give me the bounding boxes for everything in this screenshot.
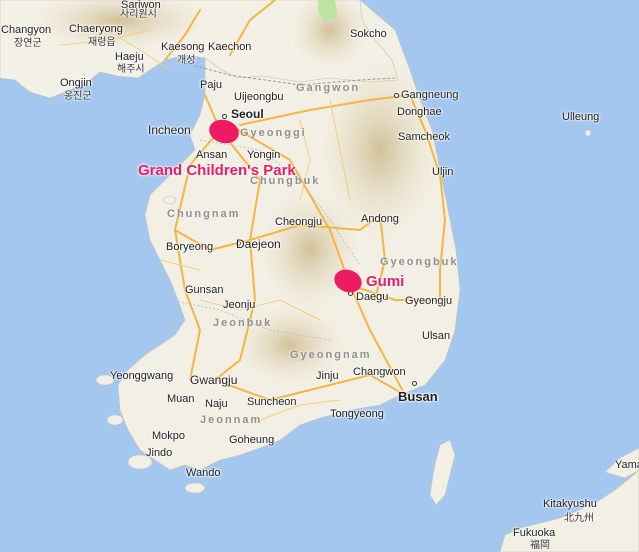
busan-dot: [412, 381, 417, 386]
city-daejeon: Daejeon: [236, 237, 281, 251]
region-chungbuk: Chungbuk: [250, 175, 321, 187]
road-network: [164, 0, 447, 402]
city-incheon: Incheon: [148, 123, 191, 137]
island: [106, 414, 124, 426]
daejeon-dot: [236, 241, 241, 246]
region-gyeongnam: Gyeongnam: [290, 349, 372, 361]
land-japan: [499, 469, 639, 552]
city-naju: Naju: [205, 398, 228, 410]
city-andong: Andong: [361, 213, 399, 225]
city-ansan: Ansan: [196, 149, 228, 161]
region-gangwon: Gangwon: [296, 82, 361, 94]
mountain-shade: [30, 0, 210, 50]
city-paju: Paju: [200, 79, 223, 91]
city-fukuoka-kor: 福岡: [530, 540, 550, 551]
province-border: [199, 139, 361, 266]
city-jeonju: Jeonju: [223, 299, 256, 311]
city-gyeongju: Gyeongju: [405, 295, 453, 307]
border-dmz: [179, 61, 396, 86]
city-gwangju: Gwangju: [190, 373, 238, 387]
label-grand-childrens-park: Grand Children's Park: [138, 162, 296, 179]
island: [184, 482, 206, 494]
city-kaesong-kor: 개성: [177, 55, 196, 66]
city-uljin: Uljin: [432, 166, 454, 178]
island-ulleung: [584, 129, 592, 137]
city-jinju: Jinju: [316, 370, 339, 382]
city-kitakyushu-kor: 北九州: [564, 513, 594, 524]
city-muan: Muan: [167, 393, 195, 405]
island-jindo: [127, 454, 153, 470]
city-sariwon: Sariwon: [121, 0, 161, 11]
city-fukuoka: Fukuoka: [513, 527, 556, 539]
city-uijeongbu: Uijeongbu: [234, 91, 284, 103]
city-ulsan: Ulsan: [422, 330, 451, 342]
city-changyon: Changyon: [1, 24, 52, 36]
city-goheung: Goheung: [229, 434, 275, 446]
city-yongin: Yongin: [247, 149, 281, 161]
city-ongjin: Ongjin: [60, 77, 92, 89]
city-mokpo: Mokpo: [152, 430, 186, 442]
city-changyon-kor: 장연군: [14, 38, 42, 49]
city-ulleung: Ulleung: [562, 111, 600, 123]
region-jeonbuk: Jeonbuk: [213, 317, 273, 329]
region-gyeonggi: Gyeonggi: [240, 127, 307, 139]
island: [163, 195, 177, 205]
city-yeonggwang: Yeonggwang: [110, 370, 174, 382]
city-tongyeong: Tongyeong: [330, 408, 384, 420]
province-border: [169, 299, 331, 341]
city-gangneung: Gangneung: [401, 89, 459, 101]
city-sokcho: Sokcho: [350, 28, 387, 40]
city-chaeryong-kor: 재령읍: [88, 37, 116, 48]
city-daegu: Daegu: [356, 291, 389, 303]
city-kaechon: Kaechon: [208, 41, 252, 53]
city-kitakyushu: Kitakyushu: [543, 498, 597, 510]
city-sariwon-kor: 사리원시: [120, 9, 157, 20]
city-kaesong: Kaesong: [161, 41, 205, 53]
mountain-shade: [320, 60, 440, 240]
city-donghae: Donghae: [397, 106, 442, 118]
city-busan: Busan: [398, 389, 438, 404]
minor-roads: [59, 19, 351, 421]
land-japan-honshu: [604, 447, 639, 479]
city-haeju: Haeju: [115, 51, 144, 63]
city-changwon: Changwon: [353, 366, 406, 378]
city-chaeryong: Chaeryong: [69, 23, 123, 35]
city-samcheok: Samcheok: [398, 131, 450, 143]
island: [95, 374, 115, 386]
city-cheongju: Cheongju: [275, 216, 323, 228]
city-suncheon: Suncheon: [247, 396, 297, 408]
gangneung-dot: [394, 93, 399, 98]
city-seoul: Seoul: [231, 107, 264, 121]
city-boryeong: Boryeong: [166, 241, 214, 253]
city-yama: Yama: [615, 459, 639, 471]
city-wando: Wando: [186, 467, 221, 479]
region-chungnam: Chungnam: [167, 208, 241, 220]
park-area: [318, 0, 338, 22]
mountain-shade: [290, 0, 370, 70]
city-haeju-kor: 해주시: [117, 64, 145, 75]
city-ongjin-kor: 옹진군: [64, 91, 92, 102]
label-gumi: Gumi: [366, 273, 405, 290]
mountain-shade: [235, 305, 345, 385]
city-gunsan: Gunsan: [185, 284, 224, 296]
island-tsushima: [429, 439, 456, 506]
region-jeonnam: Jeonnam: [200, 414, 263, 426]
city-jindo: Jindo: [146, 447, 173, 459]
region-gyeongbuk: Gyeongbuk: [380, 256, 459, 268]
seoul-dot: [222, 114, 227, 119]
